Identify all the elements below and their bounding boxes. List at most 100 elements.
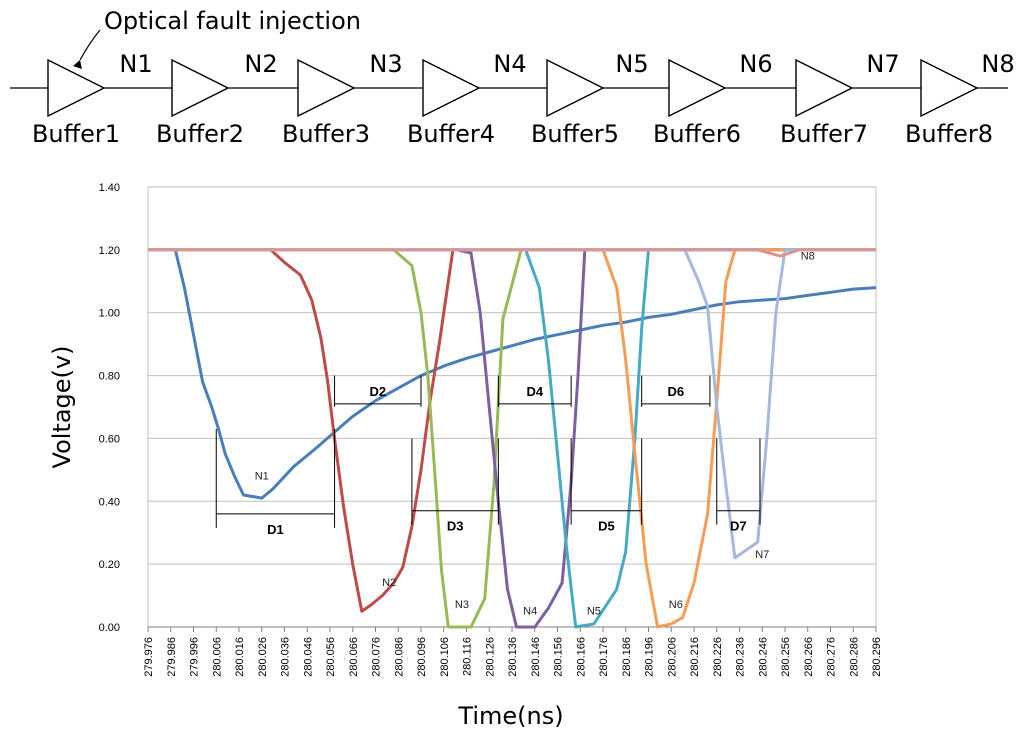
node-3-label: N3 [369, 50, 402, 78]
y-axis: 0.00 0.20 0.40 0.60 0.80 1.00 1.20 1.40 [99, 182, 120, 634]
x-tick-label: 280.096 [416, 637, 428, 677]
buffer-7-label: Buffer7 [780, 120, 868, 148]
x-tick-label: 280.036 [280, 637, 292, 677]
x-tick-label: 280.186 [621, 637, 633, 677]
series-n1-line [148, 248, 877, 500]
series-label-n2: N2 [382, 577, 396, 589]
x-tick-label: 280.136 [507, 637, 519, 677]
x-tick-label: 280.126 [484, 637, 496, 677]
x-tick-label: 280.166 [575, 637, 587, 677]
x-axis-label: Time(ns) [457, 702, 563, 730]
series-n3-line [148, 248, 876, 629]
delay-d5: D5 [570, 438, 643, 534]
x-tick-label: 280.026 [257, 637, 269, 677]
series-n5-line [148, 248, 876, 629]
x-axis: 279.976 279.986 279.996 280.006 280.016 280.0… [143, 626, 883, 677]
node-1-label: N1 [119, 50, 152, 78]
buffer-4-triangle-icon [422, 58, 481, 118]
series-n6-line [148, 248, 876, 629]
buffer-2-label: Buffer2 [156, 120, 244, 148]
x-tick-label: 280.106 [439, 637, 451, 677]
series-label-n1: N1 [255, 470, 269, 482]
delay-label: D6 [667, 384, 684, 399]
x-tick-label: 280.276 [826, 637, 838, 677]
x-tick-label: 280.146 [530, 637, 542, 677]
buffer-8-label: Buffer8 [905, 120, 993, 148]
x-tick-label: 280.296 [871, 637, 883, 677]
buffer-chain-diagram: Optical fault injection Buffer1 Buffer2 Bu… [10, 7, 1015, 148]
series-lines [148, 248, 877, 629]
x-tick-label: 280.286 [848, 637, 860, 677]
series-label-n5: N5 [587, 605, 601, 617]
delay-label: D5 [598, 519, 615, 534]
series-n7-line [148, 248, 876, 560]
series-label-n4: N4 [523, 605, 537, 617]
series-n4-line [148, 248, 876, 629]
x-tick-label: 280.256 [780, 637, 792, 677]
x-tick-label: 280.196 [644, 637, 656, 677]
delay-d6: D6 [641, 375, 711, 407]
delay-d3: D3 [411, 438, 499, 534]
series-labels: N1 N2 N3 N4 N5 N6 N7 N8 [255, 250, 815, 617]
node-4-label: N4 [493, 50, 526, 78]
buffer-8-triangle-icon [920, 58, 979, 118]
node-5-label: N5 [615, 50, 648, 78]
node-7-label: N7 [866, 50, 899, 78]
delay-d4: D4 [497, 375, 572, 407]
y-tick-label: 1.20 [99, 245, 120, 257]
buffer-5-label: Buffer5 [531, 120, 619, 148]
delay-d2: D2 [334, 375, 422, 407]
fault-injection-label: Optical fault injection [104, 7, 361, 35]
series-label-n7: N7 [755, 549, 769, 561]
y-tick-label: 0.80 [99, 371, 120, 383]
buffer-5-triangle-icon [546, 58, 605, 118]
y-tick-label: 0.20 [99, 559, 120, 571]
series-label-n6: N6 [669, 599, 683, 611]
y-tick-label: 1.00 [99, 308, 120, 320]
y-tick-label: 0.40 [99, 496, 120, 508]
delay-label: D1 [267, 522, 284, 537]
x-tick-label: 280.226 [712, 637, 724, 677]
x-tick-label: 279.976 [143, 637, 155, 677]
x-tick-label: 280.056 [325, 637, 337, 677]
x-tick-label: 279.986 [166, 637, 178, 677]
delay-label: D3 [447, 519, 464, 534]
node-8-label: N8 [981, 50, 1014, 78]
delay-annotations: D1 D2 D3 D4 D5 D6 D7 [215, 375, 761, 537]
x-tick-label: 280.206 [666, 637, 678, 677]
buffer-3-label: Buffer3 [282, 120, 370, 148]
buffer-3-triangle-icon [297, 58, 356, 118]
x-tick-label: 280.016 [234, 637, 246, 677]
x-tick-label: 280.266 [803, 637, 815, 677]
x-tick-label: 280.236 [735, 637, 747, 677]
buffer-6-label: Buffer6 [653, 120, 741, 148]
series-label-n8: N8 [801, 250, 815, 262]
buffer-1-label: Buffer1 [32, 120, 120, 148]
delay-d1: D1 [215, 429, 336, 537]
fault-arrow-icon [79, 29, 101, 61]
x-tick-label: 280.086 [393, 637, 405, 677]
buffer-6-triangle-icon [668, 58, 727, 118]
x-tick-label: 280.046 [302, 637, 314, 677]
voltage-chart: 0.00 0.20 0.40 0.60 0.80 1.00 1.20 1.40 279.976… [48, 182, 883, 730]
delay-label: D4 [526, 384, 543, 399]
y-axis-label: Voltage(v) [48, 346, 76, 469]
y-tick-label: 1.40 [99, 182, 120, 194]
y-tick-label: 0.60 [99, 433, 120, 445]
delay-d7: D7 [716, 438, 761, 534]
x-tick-label: 280.116 [462, 637, 474, 676]
x-tick-label: 280.176 [598, 637, 610, 677]
x-tick-label: 279.996 [189, 637, 201, 677]
buffer-4-label: Buffer4 [407, 120, 495, 148]
x-tick-label: 280.246 [757, 637, 769, 677]
node-6-label: N6 [739, 50, 772, 78]
delay-label: D2 [369, 384, 386, 399]
buffer-1-triangle-icon [47, 58, 106, 118]
x-tick-label: 280.006 [211, 637, 223, 677]
buffer-7-triangle-icon [795, 58, 854, 118]
x-tick-label: 280.216 [689, 637, 701, 677]
y-tick-label: 0.00 [99, 622, 120, 634]
node-2-label: N2 [244, 50, 277, 78]
series-label-n3: N3 [455, 599, 469, 611]
